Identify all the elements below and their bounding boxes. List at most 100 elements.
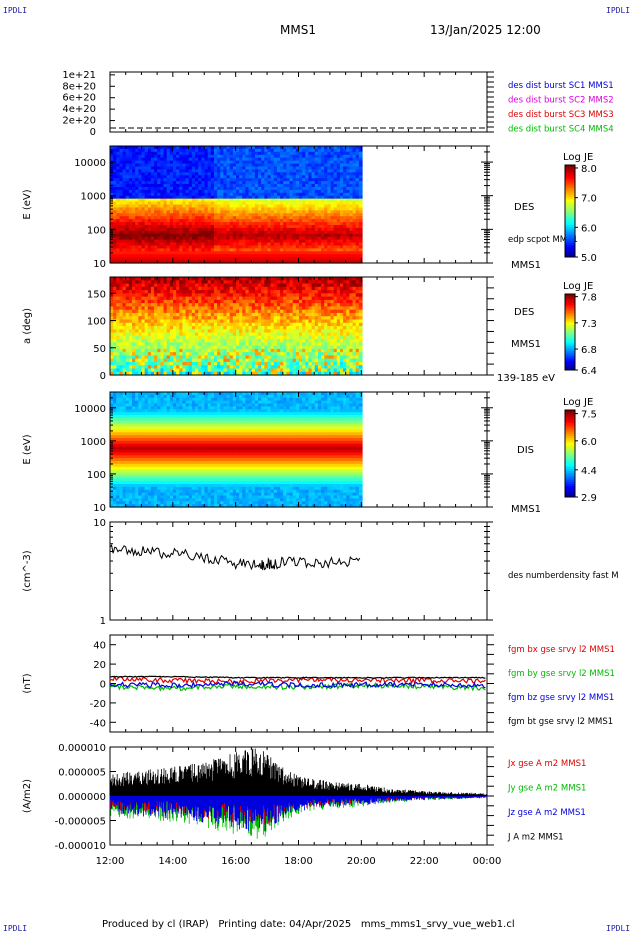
heat-cell	[128, 224, 133, 229]
heat-cell	[251, 361, 256, 366]
heat-cell	[217, 348, 221, 353]
heat-cell	[185, 361, 190, 366]
heat-cell	[201, 319, 206, 324]
heat-cell	[267, 148, 272, 153]
heat-cell	[138, 160, 143, 165]
heat-cell	[308, 195, 313, 200]
heat-cell	[144, 242, 149, 247]
heat-cell	[144, 368, 149, 373]
heat-cell	[113, 368, 117, 373]
heat-cell	[339, 189, 344, 194]
heat-cell	[116, 151, 121, 156]
heat-cell	[176, 257, 180, 261]
heat-cell	[220, 154, 224, 159]
heat-cell	[113, 169, 117, 173]
heat-cell	[188, 358, 193, 363]
heat-cell	[267, 277, 272, 281]
heat-cell	[299, 224, 303, 229]
heat-cell	[236, 181, 240, 185]
heat-cell	[166, 368, 171, 373]
heat-cell	[283, 260, 287, 264]
heat-cell	[305, 254, 310, 258]
heat-cell	[217, 365, 221, 370]
heat-cell	[125, 166, 130, 170]
heat-cell	[339, 163, 344, 168]
heat-cell	[113, 213, 117, 217]
heat-cell	[336, 160, 341, 165]
heat-cell	[248, 239, 253, 244]
heat-cell	[113, 166, 117, 170]
heat-cell	[236, 248, 240, 252]
heat-cell	[125, 332, 130, 337]
heat-cell	[198, 316, 202, 321]
heat-cell	[330, 204, 335, 209]
heat-cell	[141, 309, 146, 314]
heat-cell	[188, 233, 193, 238]
heat-cell	[188, 299, 193, 304]
heat-cell	[314, 154, 319, 159]
des-energy-spectrogram	[110, 146, 363, 264]
heat-cell	[132, 348, 136, 353]
heat-cell	[289, 260, 294, 264]
heat-cell	[198, 361, 202, 366]
heat-cell	[195, 239, 199, 244]
heat-cell	[113, 236, 117, 241]
heat-cell	[324, 151, 328, 156]
heat-cell	[305, 157, 310, 162]
heat-cell	[213, 306, 218, 311]
heat-cell	[182, 365, 187, 370]
heat-cell	[160, 342, 165, 347]
heat-cell	[248, 309, 253, 314]
heat-cell	[229, 339, 234, 343]
heat-cell	[147, 198, 152, 203]
heat-cell	[113, 186, 117, 191]
heat-cell	[201, 309, 206, 314]
heat-cell	[154, 213, 158, 217]
heat-cell	[220, 248, 224, 252]
heat-cell	[261, 201, 265, 206]
heat-cell	[157, 207, 161, 211]
heat-cell	[314, 248, 319, 252]
heat-cell	[248, 210, 253, 214]
heat-cell	[258, 195, 262, 200]
heat-cell	[213, 184, 218, 188]
heat-cell	[113, 184, 117, 188]
heat-cell	[150, 175, 155, 179]
heat-cell	[321, 216, 325, 220]
heat-cell	[135, 329, 139, 334]
heat-cell	[135, 280, 139, 285]
heat-cell	[327, 178, 332, 182]
heat-cell	[179, 189, 184, 194]
heat-cell	[210, 163, 215, 168]
heat-cell	[207, 222, 212, 226]
heat-cell	[185, 242, 190, 247]
heat-cell	[330, 222, 335, 226]
heat-cell	[317, 163, 322, 168]
heat-cell	[201, 326, 206, 330]
heat-cell	[242, 296, 247, 301]
heat-cell	[160, 332, 165, 337]
heat-cell	[173, 233, 177, 238]
heat-cell	[176, 175, 180, 179]
heat-cell	[182, 245, 187, 249]
heat-cell	[251, 371, 256, 376]
heat-cell	[179, 286, 184, 291]
heat-cell	[254, 204, 259, 209]
heat-cell	[182, 339, 187, 343]
heat-cell	[305, 213, 310, 217]
heat-cell	[333, 204, 338, 209]
heat-cell	[264, 371, 269, 376]
colorbar-cell	[565, 236, 575, 240]
heat-cell	[113, 157, 117, 162]
heat-cell	[173, 290, 177, 294]
heat-cell	[264, 319, 269, 324]
heat-cell	[229, 207, 234, 211]
heat-cell	[223, 355, 228, 360]
heat-cell	[251, 303, 256, 307]
heat-cell	[299, 184, 303, 188]
heat-cell	[242, 251, 247, 255]
heat-cell	[295, 236, 300, 241]
heat-cell	[122, 257, 127, 261]
heat-cell	[195, 189, 199, 194]
heat-cell	[122, 254, 127, 258]
